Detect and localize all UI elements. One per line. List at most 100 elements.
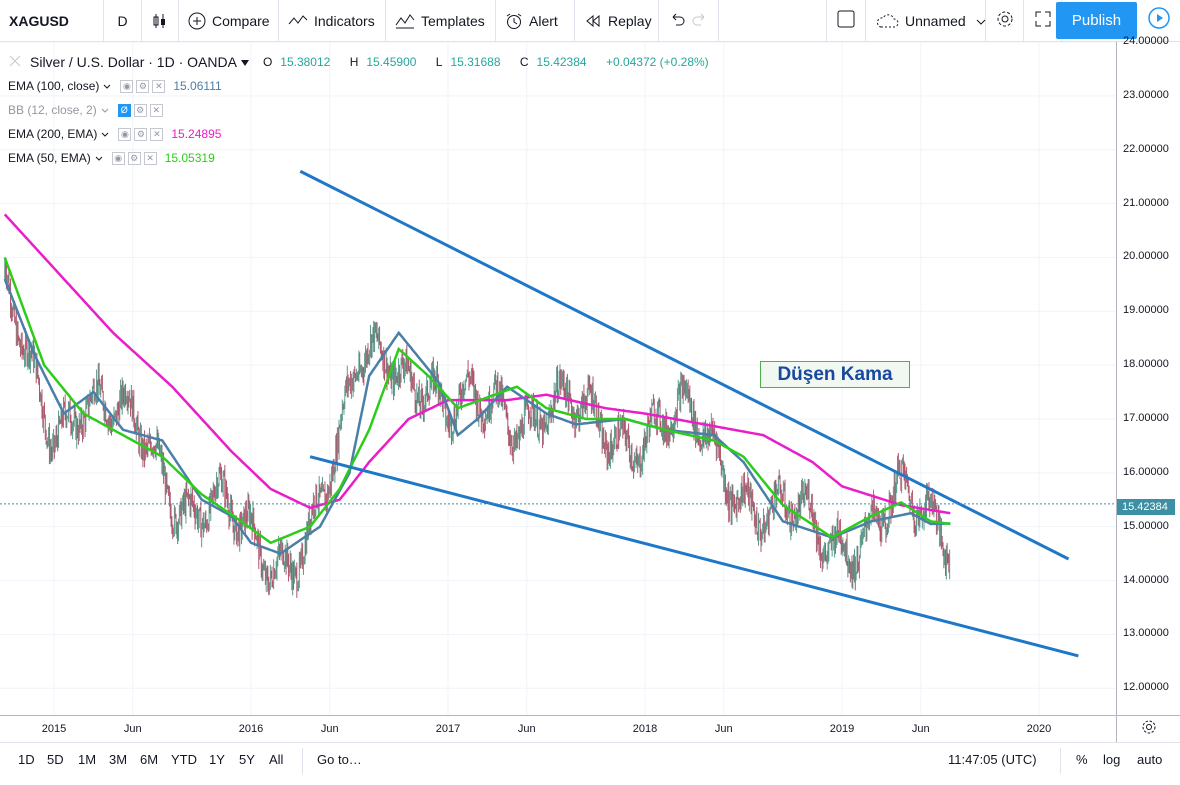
time-tick: Jun (714, 723, 733, 735)
play-circle-icon (1147, 6, 1171, 35)
range-divider (302, 748, 303, 774)
settings-button[interactable] (986, 0, 1024, 41)
eye-icon[interactable]: ◉ (111, 151, 125, 165)
play-button[interactable] (1140, 2, 1177, 39)
chevron-down-icon[interactable] (103, 79, 111, 93)
chevron-down-icon (976, 13, 986, 29)
gear-icon[interactable]: ⚙ (133, 103, 147, 117)
indicator-name: EMA (50, EMA) (8, 151, 91, 165)
time-tick: 2020 (1026, 723, 1052, 735)
eye-hidden-icon[interactable]: Ø (117, 103, 131, 117)
ohlc-values: O 15.38012 H 15.45900 L 15.31688 C 15.42384 … (263, 55, 717, 69)
compare-button[interactable]: Compare (179, 0, 279, 41)
range-button-6m[interactable]: 6M (140, 752, 159, 767)
indicator-row[interactable]: EMA (50, EMA) ◉ ⚙ ✕ 15.05319 (8, 146, 717, 170)
gear-icon[interactable]: ⚙ (134, 127, 148, 141)
cloud-icon (875, 12, 899, 30)
price-tick: 17.00000 (1123, 411, 1169, 424)
caret-down-icon[interactable] (240, 55, 249, 69)
scale-settings-button[interactable] (1116, 715, 1180, 743)
time-scale[interactable]: 2015 Jun 2016 Jun 2017 Jun 2018 Jun 2019 Jun 2020 (0, 715, 1116, 743)
symbol-search[interactable]: XAGUSD (0, 0, 104, 41)
goto-button[interactable]: Go to… (317, 752, 362, 767)
close-icon[interactable]: ✕ (152, 79, 166, 93)
indicator-line (3, 278, 951, 555)
range-button-all[interactable]: All (269, 752, 284, 767)
indicators-icon (288, 12, 308, 30)
gear-icon[interactable]: ⚙ (127, 151, 141, 165)
percent-toggle[interactable]: % (1076, 752, 1088, 767)
price-tick: 20.00000 (1123, 250, 1169, 263)
undo-redo-group (659, 0, 719, 41)
price-chart[interactable] (0, 41, 1116, 715)
price-scale[interactable]: 24.00000 23.00000 22.00000 21.00000 20.00000… (1116, 35, 1180, 715)
chart-grid (0, 41, 1116, 715)
price-tick: 23.00000 (1123, 88, 1169, 101)
indicator-value: 15.06111 (173, 79, 222, 93)
range-button-5d[interactable]: 5D (47, 752, 64, 767)
gear-icon[interactable]: ⚙ (136, 79, 150, 93)
wedge-trendlines (299, 169, 1079, 658)
trendline (299, 169, 1070, 561)
alert-button[interactable]: Alert (496, 0, 575, 41)
auto-toggle[interactable]: auto (1137, 752, 1163, 767)
candles-icon (151, 12, 169, 30)
templates-label: Templates (421, 12, 485, 29)
publish-button[interactable]: Publish (1056, 2, 1137, 39)
indicator-row[interactable]: EMA (100, close) ◉ ⚙ ✕ 15.06111 (8, 74, 717, 98)
wedge-annotation[interactable]: Düşen Kama (760, 361, 910, 388)
chart-pane[interactable] (0, 41, 1116, 715)
range-button-5y[interactable]: 5Y (239, 752, 255, 767)
time-tick: 2017 (435, 723, 461, 735)
range-button-1m[interactable]: 1M (78, 752, 97, 767)
undo-icon[interactable] (669, 11, 685, 30)
replay-button[interactable]: Replay (575, 0, 659, 41)
range-button-1y[interactable]: 1Y (209, 752, 225, 767)
indicator-row[interactable]: BB (12, close, 2) Ø ⚙ ✕ (8, 98, 717, 122)
price-tick: 22.00000 (1123, 142, 1169, 155)
fullscreen-toggle[interactable] (826, 0, 866, 41)
range-button-ytd[interactable]: YTD (171, 752, 197, 767)
compare-label: Compare (212, 12, 270, 29)
layout-menu[interactable]: Unnamed (866, 0, 986, 41)
range-button-1d[interactable]: 1D (18, 752, 35, 767)
close-icon[interactable]: ✕ (150, 127, 164, 141)
symbol-label: XAGUSD (9, 12, 69, 29)
collapse-icon[interactable] (8, 54, 22, 71)
interval-button[interactable]: D (104, 0, 142, 41)
range-button-3m[interactable]: 3M (109, 752, 128, 767)
eye-icon[interactable]: ◉ (118, 127, 132, 141)
trendline (309, 455, 1079, 658)
plus-circle-icon (188, 12, 206, 30)
price-tick: 15.00000 (1123, 519, 1169, 532)
indicators-button[interactable]: Indicators (279, 0, 386, 41)
price-tick: 21.00000 (1123, 196, 1169, 209)
chart-type-button[interactable] (142, 0, 179, 41)
eye-icon[interactable]: ◉ (120, 79, 134, 93)
utc-clock[interactable]: 11:47:05 (UTC) (948, 752, 1037, 767)
change-value: +0.04372 (+0.28%) (605, 55, 709, 69)
chevron-down-icon[interactable] (101, 127, 109, 141)
time-tick: 2015 (41, 723, 67, 735)
redo-icon[interactable] (692, 11, 708, 30)
chevron-down-icon[interactable] (95, 151, 103, 165)
gear-icon (995, 9, 1015, 32)
price-tick: 16.00000 (1123, 465, 1169, 478)
layout-name: Unnamed (905, 12, 966, 29)
close-label: C (519, 55, 529, 69)
close-icon[interactable]: ✕ (143, 151, 157, 165)
log-toggle[interactable]: log (1103, 752, 1121, 767)
close-icon[interactable]: ✕ (149, 103, 163, 117)
chevron-down-icon[interactable] (101, 103, 109, 117)
last-price-label: 15.42384 (1117, 499, 1175, 515)
indicator-row[interactable]: EMA (200, EMA) ◉ ⚙ ✕ 15.24895 (8, 122, 717, 146)
alert-label: Alert (529, 12, 558, 29)
templates-button[interactable]: Templates (386, 0, 496, 41)
indicator-line (3, 256, 951, 545)
high-label: H (349, 55, 359, 69)
time-tick: 2018 (632, 723, 658, 735)
expand-icon (1034, 10, 1052, 31)
low-value: 15.31688 (450, 55, 501, 69)
annotation-text: Düşen Kama (777, 363, 893, 385)
low-label: L (435, 55, 443, 69)
